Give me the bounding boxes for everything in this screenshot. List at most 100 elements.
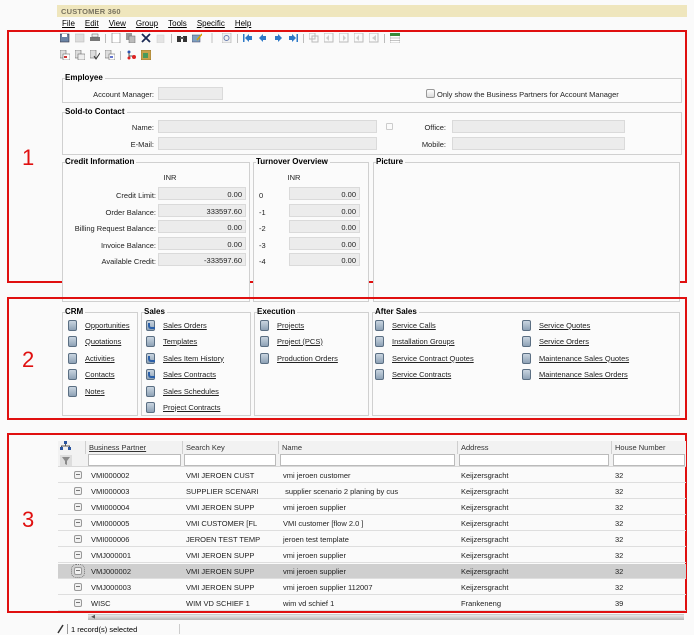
- link-sales-schedules-label[interactable]: Sales Schedules: [163, 386, 219, 396]
- link-production-orders[interactable]: Production Orders: [260, 352, 338, 364]
- filter-house-number[interactable]: [613, 454, 685, 466]
- link-contacts[interactable]: Contacts: [68, 368, 115, 380]
- edit-icon[interactable]: [191, 33, 203, 43]
- save-disabled-icon[interactable]: [74, 33, 85, 43]
- grid-filter-icon[interactable]: [60, 455, 72, 466]
- link-activities-label[interactable]: Activities: [85, 353, 115, 363]
- link-sales-item-history-label[interactable]: Sales Item History: [163, 353, 224, 363]
- group-next-icon[interactable]: [338, 32, 349, 43]
- view-doc-icon[interactable]: [59, 49, 71, 61]
- find-icon[interactable]: [177, 33, 187, 43]
- account-manager-filter-checkbox[interactable]: [426, 89, 435, 98]
- link-templates-label[interactable]: Templates: [163, 336, 198, 346]
- table-row[interactable]: VMI000002 VMI JEROEN CUST vmi jeroen cus…: [58, 468, 686, 483]
- menu-specific[interactable]: Specific: [192, 17, 230, 29]
- link-projects[interactable]: Projects: [260, 319, 304, 331]
- table-row[interactable]: VMI000005 VMI CUSTOMER [FL VMI customer …: [58, 516, 686, 531]
- table-row[interactable]: VMI000004 VMI JEROEN SUPP vmi jeroen sup…: [58, 500, 686, 515]
- link-service-contracts-label[interactable]: Service Contracts: [392, 369, 452, 379]
- attach-icon[interactable]: [207, 33, 217, 43]
- link-sales-contracts-label[interactable]: Sales Contracts: [163, 369, 216, 379]
- link-maintenance-sales-orders-label[interactable]: Maintenance Sales Orders: [539, 369, 628, 379]
- menu-help[interactable]: Help: [230, 17, 256, 29]
- account-manager-field[interactable]: [158, 87, 223, 100]
- link-sales-schedules[interactable]: Sales Schedules: [146, 385, 219, 397]
- column-header-house-number[interactable]: House Number: [611, 441, 686, 454]
- link-service-calls[interactable]: Service Calls: [375, 319, 436, 331]
- link-service-quotes[interactable]: Service Quotes: [522, 319, 590, 331]
- first-record-icon[interactable]: [243, 33, 253, 43]
- link-projects-label[interactable]: Projects: [277, 320, 305, 330]
- menu-edit[interactable]: Edit: [80, 17, 104, 29]
- link-notes[interactable]: Notes: [68, 385, 105, 397]
- link-service-contract-quotes[interactable]: Service Contract Quotes: [375, 352, 474, 364]
- column-header-search-key[interactable]: Search Key: [182, 441, 278, 454]
- horizontal-scrollbar[interactable]: [88, 614, 684, 620]
- filter-business-partner[interactable]: [88, 454, 181, 466]
- link-installation-groups-label[interactable]: Installation Groups: [392, 336, 455, 346]
- contact-email-field[interactable]: [158, 137, 377, 150]
- link-sales-orders[interactable]: Sales Orders: [146, 319, 207, 331]
- new-icon[interactable]: [111, 32, 121, 44]
- link-templates[interactable]: Templates: [146, 335, 197, 347]
- link-maintenance-sales-orders[interactable]: Maintenance Sales Orders: [522, 368, 628, 380]
- link-sales-contracts[interactable]: Sales Contracts: [146, 368, 216, 380]
- previous-record-icon[interactable]: [258, 33, 268, 43]
- save-icon[interactable]: [59, 33, 70, 43]
- open-record-icon[interactable]: [74, 519, 82, 527]
- column-header-business-partner[interactable]: Business Partner: [85, 441, 182, 454]
- link-opportunities[interactable]: Opportunities: [68, 319, 130, 331]
- link-sales-item-history[interactable]: Sales Item History: [146, 352, 224, 364]
- contact-mobile-field[interactable]: [452, 137, 625, 150]
- print-icon[interactable]: [90, 33, 100, 43]
- link-service-calls-label[interactable]: Service Calls: [392, 320, 436, 330]
- link-service-orders-label[interactable]: Service Orders: [539, 336, 590, 346]
- link-maintenance-sales-quotes-label[interactable]: Maintenance Sales Quotes: [539, 353, 630, 363]
- link-service-quotes-label[interactable]: Service Quotes: [539, 320, 591, 330]
- open-record-icon[interactable]: [74, 503, 82, 511]
- table-row-selected[interactable]: VMJ000002 VMI JEROEN SUPP vmi jeroen sup…: [58, 564, 686, 579]
- filter-search-key[interactable]: [184, 454, 276, 466]
- link-installation-groups[interactable]: Installation Groups: [375, 335, 455, 347]
- link-project-contracts-label[interactable]: Project Contracts: [163, 402, 221, 412]
- column-header-address[interactable]: Address: [457, 441, 611, 454]
- table-row[interactable]: VMI000006 JEROEN TEST TEMP jeroen test t…: [58, 532, 686, 547]
- group-icon[interactable]: [368, 32, 379, 43]
- grid-settings-icon[interactable]: [60, 441, 72, 453]
- group-last-icon[interactable]: [353, 32, 364, 43]
- link-service-orders[interactable]: Service Orders: [522, 335, 589, 347]
- table-row[interactable]: VMI000003 SUPPLIER SCENARI supplier scen…: [58, 484, 686, 499]
- filter-address[interactable]: [459, 454, 609, 466]
- link-sales-orders-label[interactable]: Sales Orders: [163, 320, 207, 330]
- menu-view[interactable]: View: [104, 17, 131, 29]
- table-row[interactable]: VMJ000001 VMI JEROEN SUPP vmi jeroen sup…: [58, 548, 686, 563]
- link-contacts-label[interactable]: Contacts: [85, 369, 115, 379]
- table-row[interactable]: VMJ000003 VMI JEROEN SUPP vmi jeroen sup…: [58, 580, 686, 595]
- link-project-pcs[interactable]: Project (PCS): [260, 335, 323, 347]
- last-record-icon[interactable]: [288, 33, 298, 43]
- menu-tools[interactable]: Tools: [163, 17, 192, 29]
- contact-lookup-icon[interactable]: [386, 123, 393, 130]
- open-record-icon[interactable]: [74, 487, 82, 495]
- link-quotations[interactable]: Quotations: [68, 335, 121, 347]
- contact-office-field[interactable]: [452, 120, 625, 133]
- next-record-icon[interactable]: [273, 33, 283, 43]
- contact-name-field[interactable]: [158, 120, 377, 133]
- refresh-icon[interactable]: [221, 32, 232, 44]
- link-service-contract-quotes-label[interactable]: Service Contract Quotes: [392, 353, 474, 363]
- link-production-orders-label[interactable]: Production Orders: [277, 353, 338, 363]
- open-record-icon[interactable]: [74, 599, 82, 607]
- paste-icon[interactable]: [156, 33, 166, 44]
- link-project-pcs-label[interactable]: Project (PCS): [277, 336, 323, 346]
- menu-file[interactable]: File: [57, 17, 80, 29]
- columns-icon[interactable]: [389, 32, 401, 44]
- link-quotations-label[interactable]: Quotations: [85, 336, 122, 346]
- link-notes-label[interactable]: Notes: [85, 386, 105, 396]
- open-record-icon[interactable]: [71, 564, 85, 578]
- link-service-contracts[interactable]: Service Contracts: [375, 368, 451, 380]
- group-prev-icon[interactable]: [323, 32, 334, 43]
- open-record-icon[interactable]: [74, 471, 82, 479]
- open-record-icon[interactable]: [74, 583, 82, 591]
- check-doc-icon[interactable]: [89, 49, 101, 60]
- delete-icon[interactable]: [141, 33, 151, 43]
